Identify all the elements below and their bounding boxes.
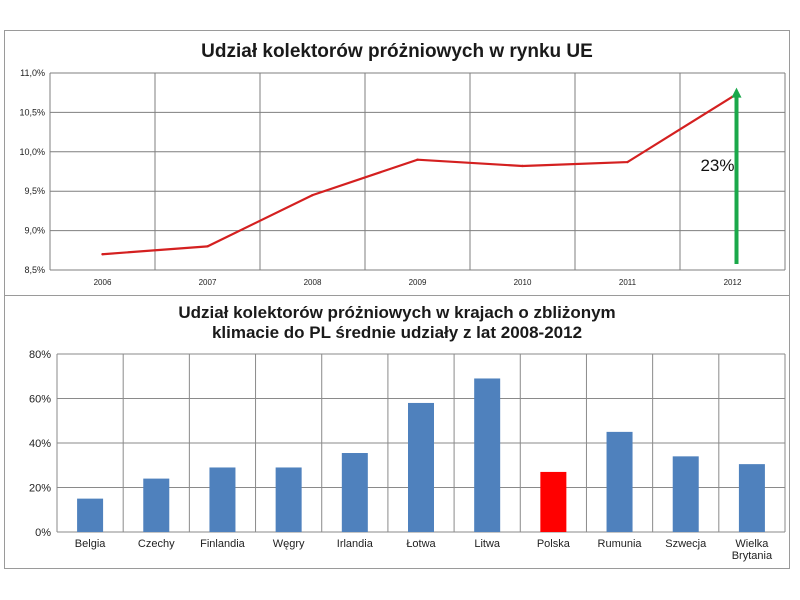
x-tick-label: Węgry (273, 538, 305, 550)
data-point (311, 193, 314, 197)
growth-arrow-head (731, 87, 742, 98)
bar (672, 456, 699, 532)
x-tick-label: Finlandia (200, 538, 246, 550)
y-tick-label: 40% (29, 438, 51, 450)
y-tick-label: 80% (29, 349, 51, 361)
bar-chart-title-line-1: Udział kolektorów próżniowych w krajach … (178, 303, 616, 322)
y-tick-label: 20% (29, 483, 51, 495)
data-point (521, 164, 524, 168)
bar (540, 471, 567, 532)
bar (341, 453, 368, 532)
growth-annotation: 23% (700, 156, 734, 175)
data-point (101, 253, 104, 256)
x-tick-label: 2012 (724, 278, 742, 287)
y-tick-label: 0% (35, 527, 51, 539)
bar (606, 431, 633, 532)
bar (209, 467, 236, 532)
x-tick-label: Belgia (75, 538, 106, 550)
line-chart-panel: Udział kolektorów próżniowych w rynku UE… (4, 30, 790, 296)
y-tick-label: 10,5% (19, 107, 45, 117)
x-tick-label: 2006 (94, 278, 112, 287)
x-tick-label: Szwecja (665, 538, 707, 550)
x-tick-label: 2008 (304, 278, 322, 287)
y-tick-label: 8,5% (24, 265, 45, 275)
data-point (626, 160, 629, 164)
x-tick-label: Rumunia (598, 538, 643, 550)
data-point (206, 245, 209, 248)
bar (408, 402, 434, 532)
x-tick-label: Czechy (138, 538, 175, 550)
bar-chart-panel: Udział kolektorów próżniowych w krajach … (4, 295, 790, 569)
bar (275, 467, 302, 532)
x-tick-label: 2011 (619, 278, 637, 287)
x-tick-label: 2007 (199, 278, 217, 287)
y-tick-label: 9,5% (24, 186, 45, 196)
x-tick-label: Polska (537, 538, 571, 550)
y-tick-label: 11,0% (20, 68, 45, 78)
x-tick-label: Wielka (735, 538, 769, 550)
x-tick-label: Litwa (474, 538, 501, 550)
bar (738, 464, 765, 532)
bar (143, 478, 170, 532)
data-point (416, 158, 419, 161)
bar (474, 378, 501, 532)
y-tick-label: 9,0% (24, 226, 45, 236)
bar-chart-title-line-2: klimacie do PL średnie udziały z lat 200… (211, 323, 583, 342)
x-tick-label: Brytania (732, 550, 773, 562)
x-tick-label: 2010 (514, 278, 532, 287)
x-tick-label: 2009 (409, 278, 427, 287)
y-tick-label: 10,0% (19, 147, 45, 157)
line-chart: 11,0% 10,5% 10,0% 9,5% 9,0% 8,5% 2006 2007 2008 2… (19, 68, 786, 287)
y-tick-label: 60% (29, 394, 51, 406)
x-tick-label: Irlandia (337, 538, 374, 550)
bar-chart: 80% 60% 40% 20% 0% Belgia Czechy Finlandia Węgry… (29, 349, 786, 562)
bar (77, 498, 104, 532)
line-chart-title: Udział kolektorów próżniowych w rynku UE (201, 41, 593, 62)
x-tick-label: Łotwa (406, 538, 436, 550)
